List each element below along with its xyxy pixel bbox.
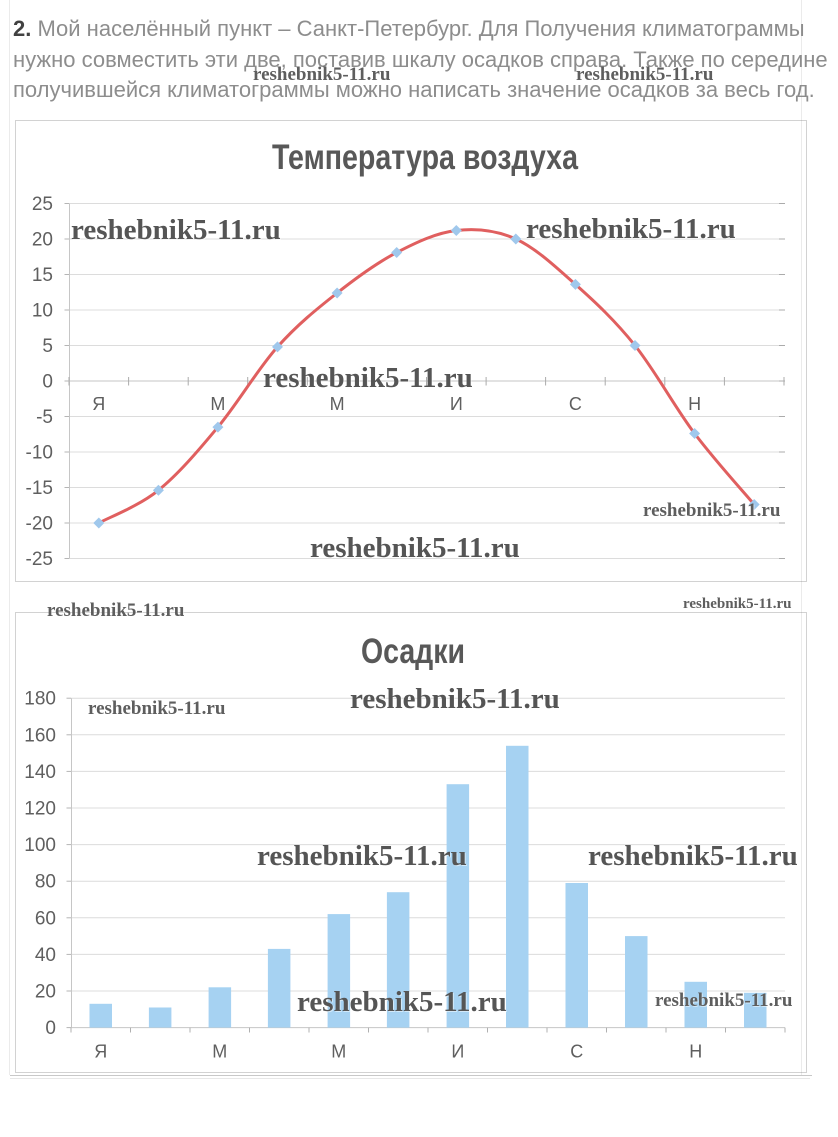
- svg-text:20: 20: [32, 230, 53, 251]
- svg-text:100: 100: [24, 835, 56, 856]
- svg-text:-15: -15: [26, 478, 53, 499]
- svg-text:-5: -5: [36, 407, 53, 428]
- svg-text:И: И: [450, 394, 463, 414]
- svg-text:0: 0: [42, 372, 53, 393]
- svg-text:120: 120: [24, 799, 56, 820]
- svg-text:Я: Я: [92, 394, 105, 414]
- svg-text:-10: -10: [26, 443, 53, 464]
- svg-text:Я: Я: [94, 1042, 107, 1062]
- svg-text:60: 60: [35, 908, 56, 929]
- svg-text:80: 80: [35, 872, 56, 893]
- svg-text:М: М: [210, 394, 225, 414]
- svg-text:20: 20: [35, 982, 56, 1003]
- svg-text:Н: Н: [688, 394, 701, 414]
- svg-text:0: 0: [45, 1018, 56, 1039]
- svg-text:И: И: [451, 1042, 464, 1062]
- svg-text:Н: Н: [689, 1042, 702, 1062]
- svg-text:М: М: [331, 1042, 346, 1062]
- svg-text:С: С: [570, 1042, 583, 1062]
- svg-text:М: М: [330, 394, 345, 414]
- svg-text:25: 25: [32, 194, 53, 215]
- svg-text:40: 40: [35, 945, 56, 966]
- svg-text:М: М: [212, 1042, 227, 1062]
- svg-text:-25: -25: [26, 549, 53, 570]
- svg-text:15: 15: [32, 265, 53, 286]
- svg-text:Осадки: Осадки: [361, 632, 465, 671]
- svg-text:160: 160: [24, 725, 56, 746]
- svg-text:-20: -20: [26, 514, 53, 535]
- svg-text:140: 140: [24, 762, 56, 783]
- svg-text:180: 180: [24, 689, 56, 710]
- svg-text:5: 5: [42, 336, 53, 357]
- svg-text:Температура воздуха: Температура воздуха: [272, 138, 578, 177]
- svg-text:10: 10: [32, 301, 53, 322]
- svg-text:С: С: [569, 394, 582, 414]
